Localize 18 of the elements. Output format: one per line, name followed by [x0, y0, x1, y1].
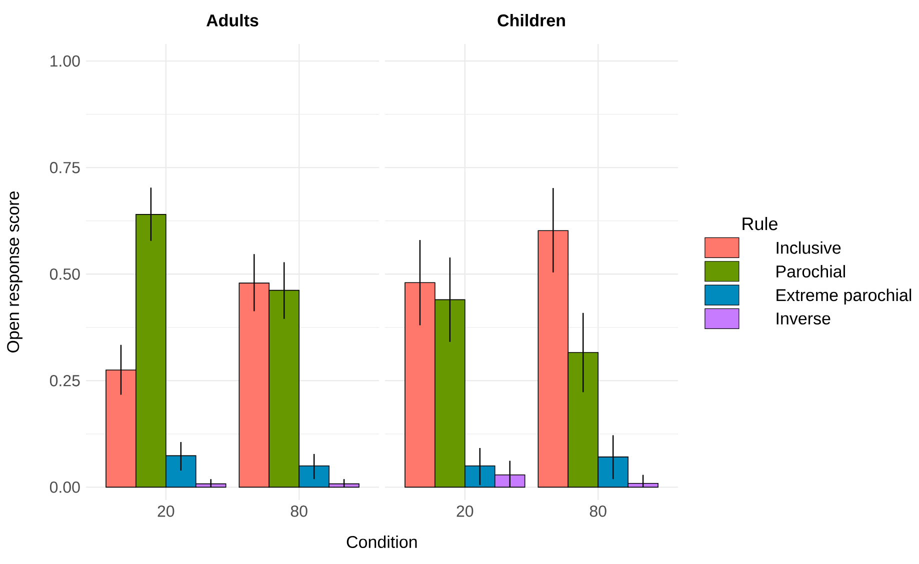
x-axis-title: Condition: [346, 536, 417, 548]
chart-title: Adults: [206, 14, 258, 26]
legend-label: Inclusive: [776, 241, 841, 254]
x-tick-label: 80: [590, 506, 606, 517]
x-tick-label: 80: [290, 506, 308, 517]
y-tick-label: 0.25: [50, 375, 80, 386]
y-tick-label: 0.00: [50, 482, 80, 493]
y-tick-label: 1.00: [50, 55, 80, 67]
y-tick-label: 0.50: [50, 268, 80, 280]
legend-label: Parochial: [776, 265, 845, 278]
legend-label: Inverse: [776, 312, 830, 325]
y-axis-title: Open response score: [7, 192, 22, 352]
chart-title: Children: [498, 14, 565, 26]
legend-label: Extreme parochial: [776, 288, 912, 305]
legend-title: Rule: [742, 216, 778, 230]
x-tick-label: 20: [158, 506, 174, 517]
y-tick-label: 0.75: [50, 162, 80, 174]
x-tick-label: 20: [456, 506, 474, 517]
